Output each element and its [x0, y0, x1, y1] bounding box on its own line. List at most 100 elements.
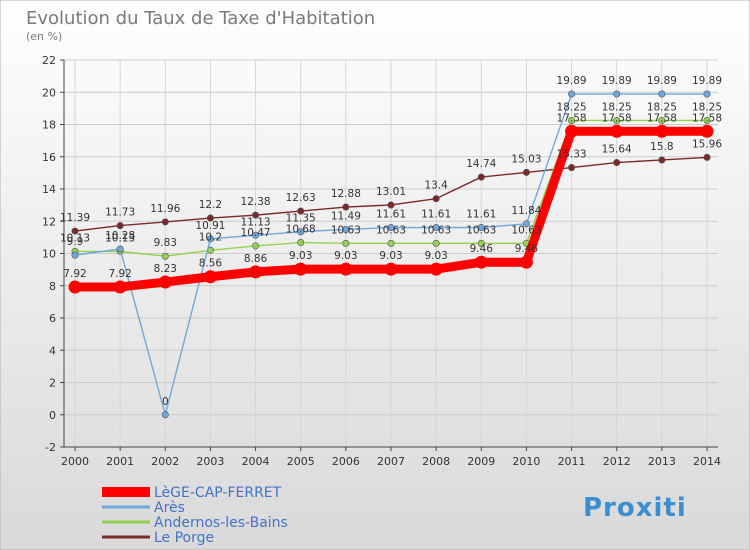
- data-label: 12.38: [241, 196, 271, 208]
- data-label: 9.03: [379, 250, 402, 262]
- data-label: 18.25: [602, 101, 632, 113]
- data-label: 12.63: [286, 192, 316, 204]
- data-point: [432, 195, 440, 203]
- data-label: 0: [162, 396, 169, 408]
- data-label: 13.4: [424, 180, 448, 192]
- data-point: [68, 280, 82, 294]
- data-label: 9.9: [67, 236, 84, 248]
- x-tick-label: 2012: [603, 455, 631, 468]
- data-label: 18.25: [692, 101, 722, 113]
- data-point: [252, 242, 260, 250]
- data-point: [568, 116, 576, 124]
- data-point: [613, 159, 621, 167]
- y-tick-label: 22: [42, 54, 56, 67]
- data-point: [71, 251, 79, 259]
- y-tick-label: 14: [42, 183, 56, 196]
- x-tick-label: 2002: [151, 455, 179, 468]
- data-point: [387, 239, 395, 247]
- data-point: [432, 224, 440, 232]
- legend: LèGE-CAP-FERRETArèsAndernos-les-BainsLe …: [102, 485, 288, 546]
- data-labels: 7.92 7.92 8.23 8.56 8.86 9.03 9.03 9.03 9.03 9.46…: [60, 75, 722, 408]
- data-label: 9.46: [515, 243, 539, 255]
- data-point: [161, 411, 169, 419]
- data-label: 11.61: [421, 209, 451, 221]
- data-label: 11.61: [376, 209, 406, 221]
- data-label: 17.58: [602, 112, 632, 124]
- data-label: 10.63: [376, 224, 406, 236]
- data-point: [432, 239, 440, 247]
- data-point: [342, 239, 350, 247]
- data-label: 18.25: [557, 101, 587, 113]
- data-label: 11.35: [286, 213, 316, 225]
- data-point: [161, 252, 169, 260]
- legend-label: Andernos-les-Bains: [154, 515, 288, 531]
- data-point: [71, 227, 79, 235]
- data-label: 8.56: [199, 258, 223, 270]
- data-label: 9.03: [289, 250, 312, 262]
- y-tick-label: 12: [42, 215, 56, 228]
- data-point: [522, 168, 530, 176]
- data-point: [249, 265, 263, 279]
- data-label: 8.86: [244, 253, 268, 265]
- data-point: [429, 262, 443, 276]
- data-point: [206, 214, 214, 222]
- data-label: 12.88: [331, 188, 361, 200]
- data-label: 19.89: [647, 75, 677, 87]
- data-label: 15.64: [602, 144, 632, 156]
- x-tick-label: 2004: [242, 455, 270, 468]
- data-label: 11.39: [60, 212, 90, 224]
- data-label: 19.89: [692, 75, 722, 87]
- data-point: [568, 164, 576, 172]
- data-point: [294, 262, 308, 276]
- data-point: [613, 90, 621, 98]
- data-label: 10.63: [421, 224, 451, 236]
- x-tick-label: 2003: [196, 455, 224, 468]
- data-point: [658, 90, 666, 98]
- y-ticks: -2 0 2 4 6 8 10 12 14 16 18 20 22: [42, 54, 64, 454]
- data-point: [252, 211, 260, 219]
- x-tick-label: 2013: [648, 455, 676, 468]
- data-label: 19.89: [602, 75, 632, 87]
- data-label: 15.8: [650, 141, 673, 153]
- x-tick-label: 2001: [106, 455, 134, 468]
- data-point: [703, 116, 711, 124]
- data-point: [477, 173, 485, 181]
- data-point: [297, 239, 305, 247]
- data-point: [158, 275, 172, 289]
- x-tick-label: 2006: [332, 455, 360, 468]
- data-point: [206, 235, 214, 243]
- x-ticks: 2000 2001 2002 2003 2004 2005 2006 2007 2008 2009…: [61, 447, 721, 468]
- data-label: 17.58: [692, 112, 722, 124]
- series-layer: [68, 90, 714, 419]
- x-tick-label: 2011: [558, 455, 586, 468]
- data-point: [658, 156, 666, 164]
- data-label: 17.58: [647, 112, 677, 124]
- data-label: 11.61: [466, 209, 496, 221]
- data-point: [658, 116, 666, 124]
- x-tick-label: 2007: [377, 455, 405, 468]
- y-tick-label: 20: [42, 86, 56, 99]
- proxiti-logo: Proxiti: [583, 493, 686, 523]
- y-tick-label: 8: [49, 280, 56, 293]
- y-tick-label: 10: [42, 248, 56, 261]
- x-tick-label: 2005: [287, 455, 315, 468]
- data-label: 10.63: [466, 224, 496, 236]
- data-label: 9.03: [334, 250, 357, 262]
- data-label: 10.91: [195, 220, 225, 232]
- data-label: 8.23: [154, 263, 177, 275]
- data-label: 7.92: [108, 268, 131, 280]
- y-tick-label: 18: [42, 119, 56, 132]
- chart-title: Evolution du Taux de Taxe d'Habitation: [26, 8, 375, 29]
- y-tick-label: 4: [49, 344, 56, 357]
- data-label: 10.63: [331, 224, 361, 236]
- y-tick-label: -2: [45, 441, 56, 454]
- data-point: [116, 245, 124, 253]
- data-label: 10.63: [511, 224, 541, 236]
- data-label: 9.46: [470, 243, 494, 255]
- data-point: [297, 207, 305, 215]
- data-label: 11.13: [241, 216, 271, 228]
- data-label: 10.2: [199, 231, 222, 243]
- data-label: 14.74: [466, 158, 496, 170]
